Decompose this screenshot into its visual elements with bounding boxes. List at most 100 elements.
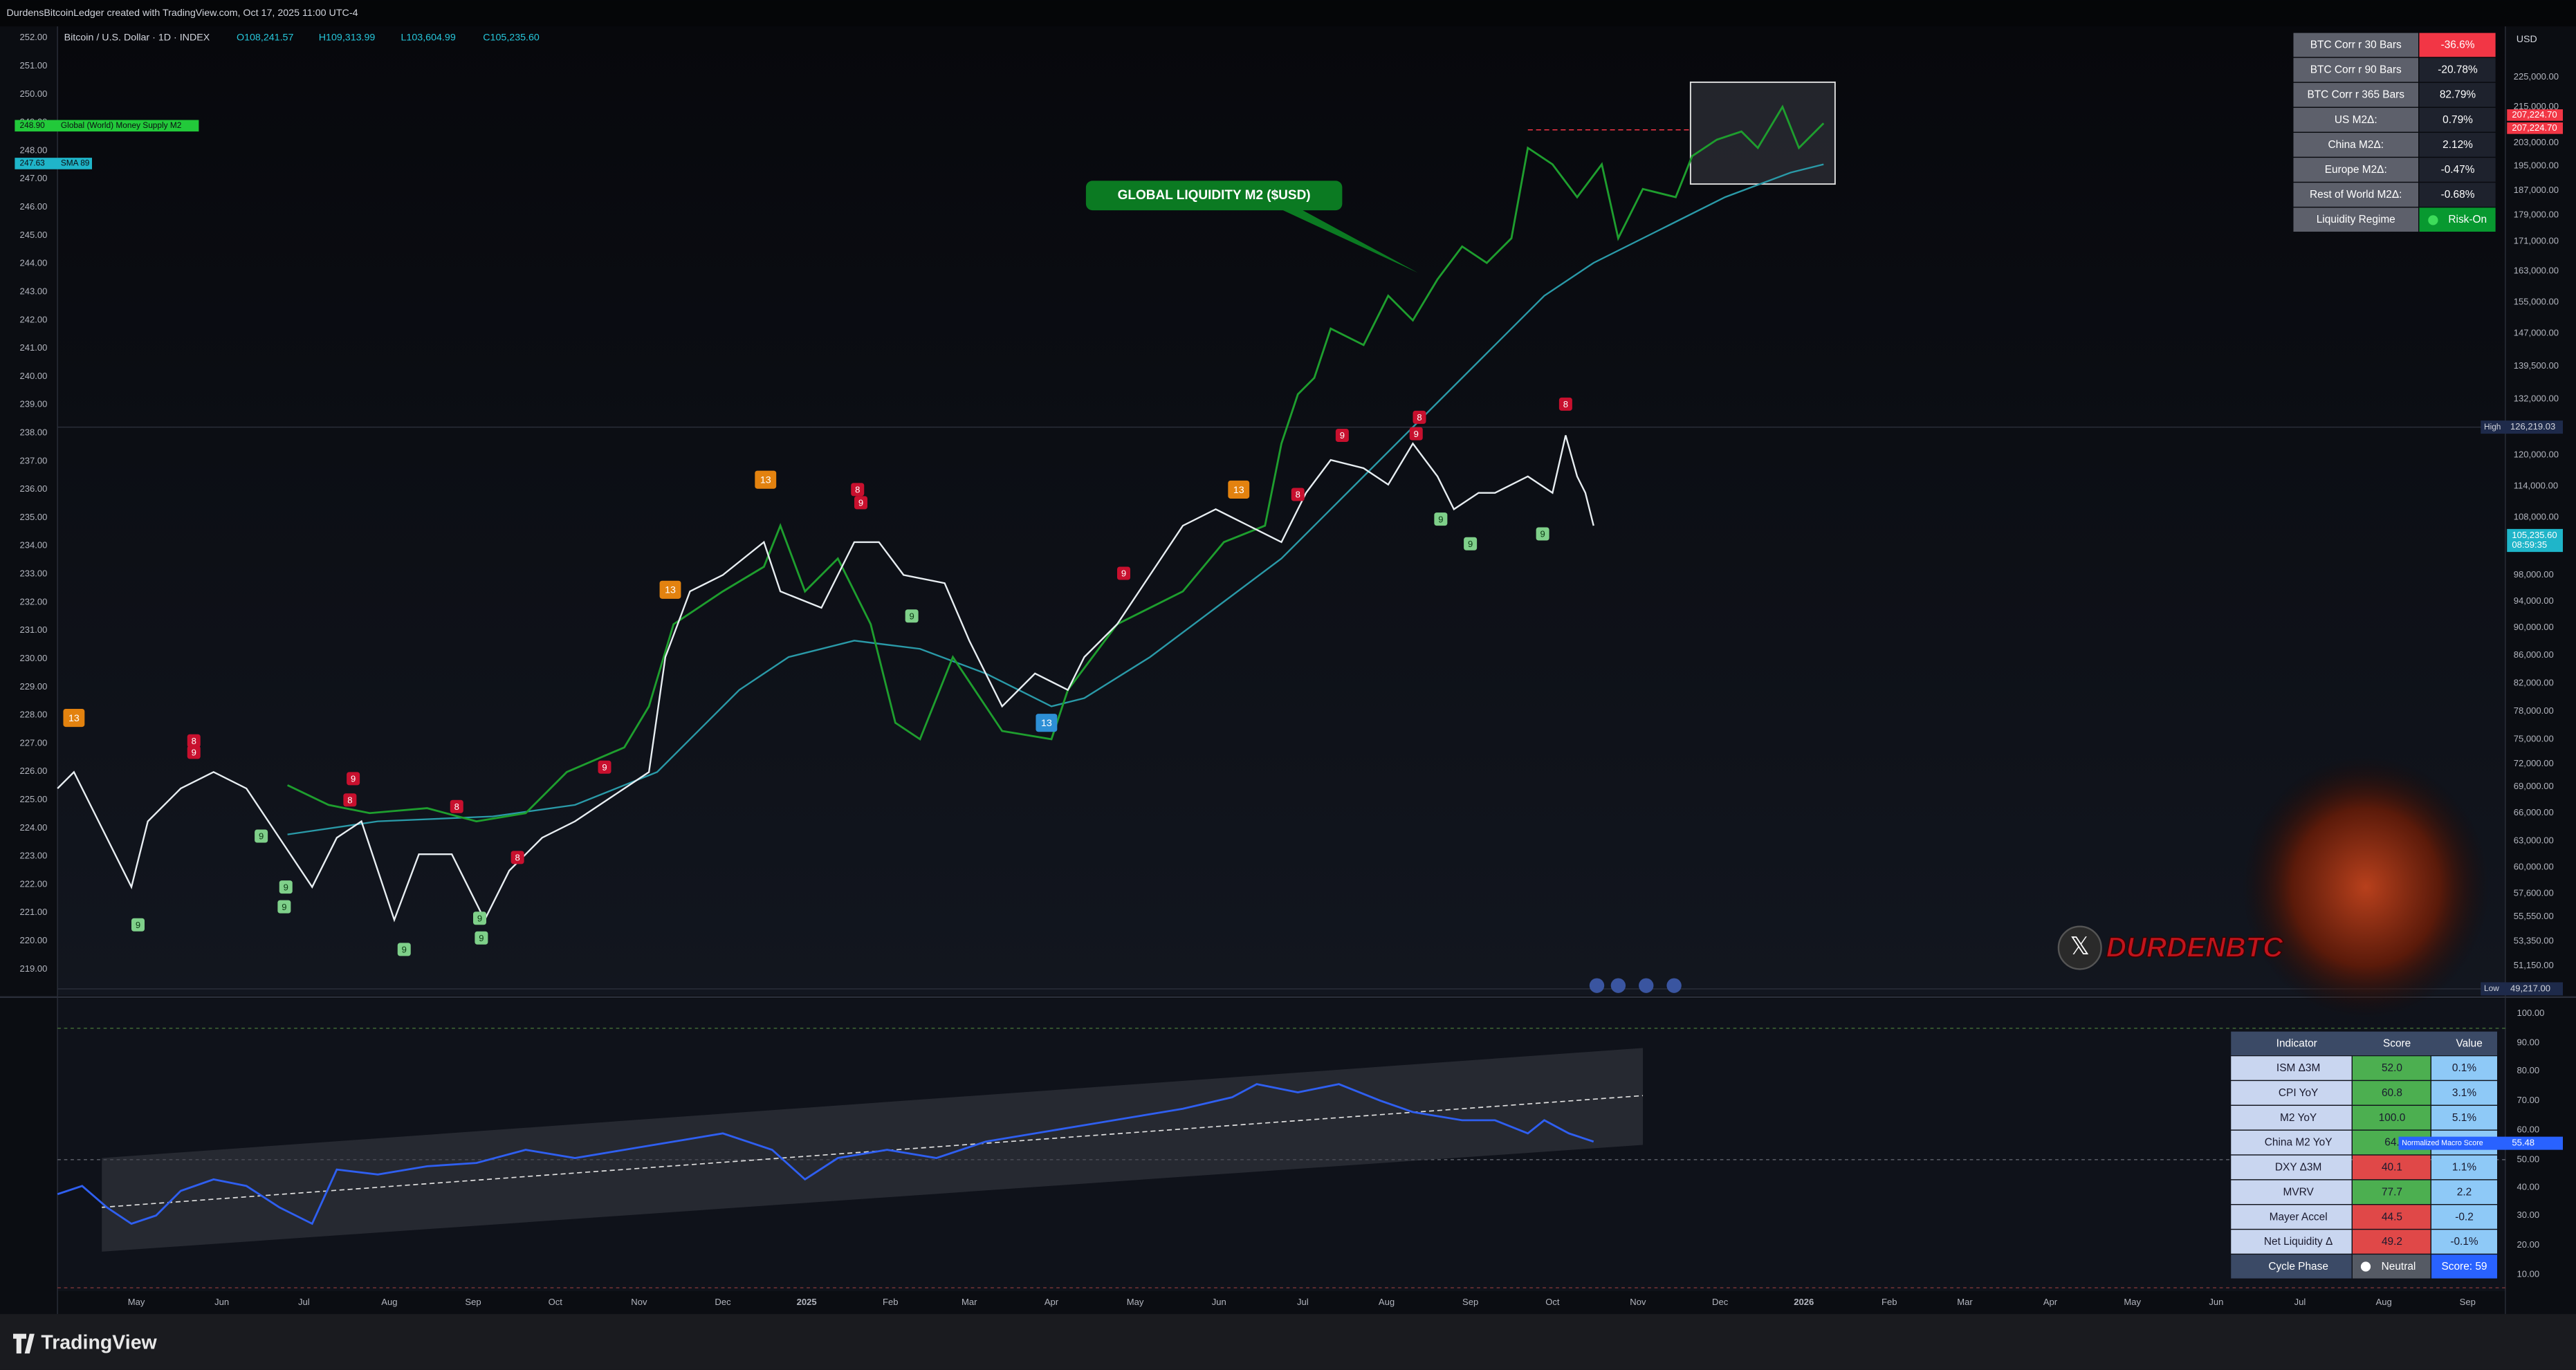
- corr-label: BTC Corr r 30 Bars: [2310, 39, 2402, 51]
- left-axis-label: 226.00: [20, 766, 48, 776]
- last-price: 105,235.60: [2512, 530, 2557, 540]
- macro-badge-label: Normalized Macro Score: [2402, 1139, 2483, 1147]
- td-marker-text: 8: [1563, 399, 1568, 409]
- left-axis-label: 233.00: [20, 568, 48, 579]
- td-marker-text: 9: [284, 882, 288, 892]
- macro-indicator-cell: [2231, 1230, 2352, 1254]
- right-axis-label: 72,000.00: [2514, 758, 2554, 768]
- corr-value: -36.6%: [2441, 39, 2475, 51]
- left-axis-label: 237.00: [20, 455, 48, 465]
- right-axis-label: 139,500.00: [2514, 360, 2559, 371]
- macro-score: 77.7: [2382, 1186, 2402, 1198]
- right-axis-label: 82,000.00: [2514, 678, 2554, 688]
- main-pane: [57, 26, 2505, 996]
- corr-label: China M2Δ:: [2328, 139, 2384, 151]
- right-axis-label: 155,000.00: [2514, 297, 2559, 307]
- left-axis-label: 221.00: [20, 907, 48, 917]
- td-marker: [279, 880, 293, 894]
- corr-label-cell: [2293, 133, 2418, 157]
- m2-badge-label: Global (World) Money Supply M2: [61, 120, 181, 130]
- watermark: DURDENBTC: [2106, 932, 2283, 963]
- annotation-callout: [1085, 180, 1418, 273]
- left-axis-label: 227.00: [20, 737, 48, 748]
- macro-indicator-cell: [2231, 1155, 2352, 1180]
- td-marker: [131, 918, 145, 932]
- corr-value: -0.47%: [2441, 164, 2475, 176]
- time-axis-label: Apr: [1045, 1297, 1059, 1307]
- macro-value-cell: [2431, 1105, 2497, 1130]
- td-marker: [187, 746, 201, 759]
- left-axis-label: 250.00: [20, 89, 48, 99]
- td-marker-text: 9: [602, 762, 607, 772]
- macro-badge-value: 55.48: [2512, 1138, 2534, 1148]
- corr-label-cell: [2293, 207, 2418, 232]
- right-axis-label: 78,000.00: [2514, 705, 2554, 716]
- left-axis-label: 251.00: [20, 60, 48, 71]
- macro-value-cell: [2431, 1230, 2497, 1254]
- left-axis-label: 247.00: [20, 173, 48, 183]
- macro-score-cell: [2353, 1155, 2431, 1180]
- footer-bar: [0, 1314, 2576, 1370]
- macro-score-cell: [2353, 1056, 2431, 1080]
- td-marker-text: 13: [1041, 718, 1052, 729]
- td-marker: [1117, 566, 1130, 580]
- td-marker-text: 9: [192, 748, 196, 758]
- macro-header-row: [2231, 1031, 2497, 1056]
- time-axis-label: Mar: [1957, 1297, 1973, 1307]
- macro-axis-label: 60.00: [2517, 1124, 2540, 1135]
- macro-indicator-cell: [2231, 1180, 2352, 1204]
- time-axis-label: Oct: [549, 1297, 563, 1307]
- macro-value: 5.1%: [2452, 1112, 2476, 1124]
- macro-value: 2.2: [2457, 1186, 2472, 1198]
- td-marker-text: 8: [454, 802, 459, 812]
- symbol-name: Bitcoin / U.S. Dollar · 1D · INDEX: [64, 33, 210, 44]
- td-marker: [277, 900, 291, 914]
- time-axis-label: Sep: [1462, 1297, 1478, 1307]
- macro-indicator-cell: [2231, 1105, 2352, 1130]
- time-axis-label: Jul: [2294, 1297, 2306, 1307]
- risk-dot: [2428, 215, 2438, 225]
- right-axis-label: 203,000.00: [2514, 137, 2559, 147]
- countdown: 08:59:35: [2512, 539, 2547, 550]
- corr-label-cell: [2293, 82, 2418, 107]
- right-axis-label: 98,000.00: [2514, 569, 2554, 580]
- macro-value: 3.1%: [2452, 1087, 2476, 1099]
- right-axis-label: 55,550.00: [2514, 911, 2554, 921]
- td-marker-text: 13: [760, 475, 771, 486]
- last-badge: [2507, 528, 2563, 553]
- neutral-dot: [2360, 1261, 2371, 1272]
- corr-label: BTC Corr r 365 Bars: [2307, 89, 2404, 101]
- time-axis-label: Dec: [1712, 1297, 1729, 1307]
- left-axis-label: 242.00: [20, 314, 48, 324]
- td-marker: [1291, 488, 1305, 501]
- sma-badge-label: SMA 89: [61, 158, 90, 168]
- right-axis-label: 66,000.00: [2514, 807, 2554, 817]
- macro-score-cell: [2353, 1205, 2431, 1229]
- right-axis-label: 57,600.00: [2514, 888, 2554, 898]
- sma-badge: [15, 158, 92, 169]
- cycle-label-cell: [2231, 1255, 2352, 1279]
- td-marker: [1536, 527, 1549, 541]
- right-axis-label: 63,000.00: [2514, 835, 2554, 846]
- macro-axis-label: 50.00: [2517, 1154, 2540, 1164]
- m2-badge-value: 248.90: [20, 120, 46, 130]
- right-axis-label: 86,000.00: [2514, 649, 2554, 660]
- right-axis-label: 163,000.00: [2514, 265, 2559, 275]
- td-marker-text: 9: [1438, 514, 1443, 524]
- low-value: 49,217.00: [2510, 983, 2550, 993]
- right-axis-label: 187,000.00: [2514, 185, 2559, 195]
- macro-axis-label: 100.00: [2517, 1008, 2545, 1018]
- corr-value: 0.79%: [2442, 114, 2473, 126]
- macro-indicator-cell: [2231, 1081, 2352, 1105]
- corr-value-cell: [2419, 183, 2496, 207]
- left-axis-label: 229.00: [20, 681, 48, 692]
- macro-score: 52.0: [2382, 1062, 2402, 1074]
- td-marker-text: 9: [1468, 539, 1473, 549]
- annotation-text: GLOBAL LIQUIDITY M2 ($USD): [1118, 188, 1311, 203]
- td-marker: [63, 708, 85, 728]
- corr-label: Europe M2Δ:: [2325, 164, 2387, 176]
- corr-value: 2.12%: [2442, 139, 2473, 151]
- td-marker-text: 8: [192, 736, 196, 746]
- x-logo-mark: 𝕏: [2070, 932, 2090, 960]
